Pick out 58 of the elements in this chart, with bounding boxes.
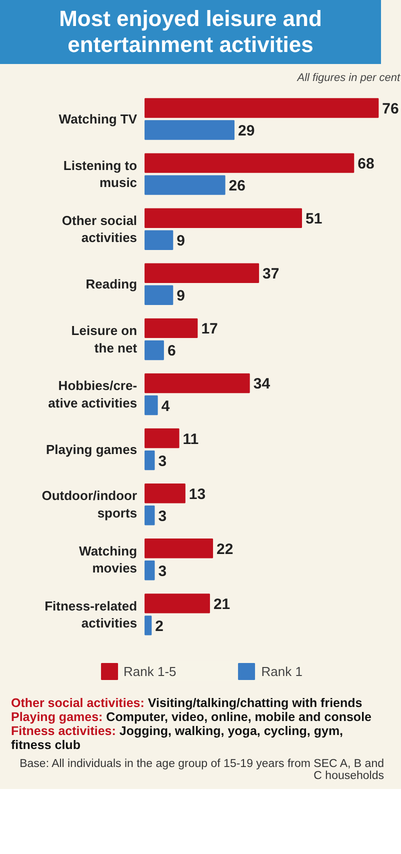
bar (144, 263, 260, 284)
bar (144, 153, 354, 174)
bar (144, 506, 155, 526)
bar (144, 208, 302, 228)
data-label: 22 (216, 541, 234, 558)
data-label: 6 (167, 342, 176, 360)
chart-title: Most enjoyed leisure and entertainment activities (0, 0, 381, 64)
data-label: 76 (382, 100, 399, 118)
y-tick-label: Reading (86, 276, 138, 292)
y-tick-label: Fitness-related activities (44, 598, 138, 631)
data-label: 37 (262, 266, 280, 283)
bar (144, 396, 158, 416)
bar (144, 484, 186, 504)
text: Fitness activities: Jogging, walking, yoga, cycling, gym, fitness club (11, 724, 344, 752)
y-tick-label: Playing games (46, 442, 138, 457)
legend-label: Rank 1 (261, 664, 302, 679)
data-label: 3 (158, 452, 167, 470)
bar (144, 98, 379, 118)
text: Base: All individuals in the age group of 15-19 years from SEC A, B and C households (18, 758, 384, 782)
bar (144, 428, 180, 448)
data-label: 9 (176, 232, 185, 250)
bar (144, 230, 174, 250)
bar (144, 120, 235, 140)
chart-subtitle: All figures in per cent (296, 72, 400, 84)
legend-label: Rank 1-5 (124, 664, 176, 679)
y-tick-label: Other social activities (62, 213, 138, 246)
text: Other social activities: Visiting/talking/chatting with friends (11, 696, 364, 710)
data-label: 26 (228, 178, 246, 195)
data-label: 11 (182, 430, 199, 448)
y-tick-label: Watching TV (58, 112, 138, 127)
bar (144, 175, 226, 196)
text: Playing games: Computer, video, online, mobile and console (11, 710, 372, 724)
data-label: 13 (188, 486, 206, 503)
bar (144, 594, 210, 614)
y-tick-label: Leisure on the net (71, 323, 138, 356)
bar (144, 616, 152, 636)
data-label: 9 (176, 288, 185, 305)
data-label: 3 (158, 508, 167, 525)
data-label: 51 (305, 210, 322, 228)
data-label: 3 (158, 563, 167, 580)
data-label: 68 (358, 156, 374, 173)
data-label: 2 (155, 618, 164, 636)
data-label: 21 (213, 596, 230, 614)
data-label: 29 (238, 122, 255, 140)
bar (144, 450, 155, 470)
bar (144, 374, 250, 394)
bar (144, 560, 155, 580)
data-label: 34 (253, 376, 271, 393)
y-tick-label: Hobbies/cre- ative activities (48, 378, 138, 411)
bar (144, 285, 174, 306)
y-tick-label: Listening to music (63, 158, 138, 190)
bar (144, 538, 214, 558)
data-label: 4 (161, 398, 170, 415)
bar (144, 318, 198, 338)
bar (144, 340, 164, 360)
y-tick-label: Outdoor/indoor sports (42, 488, 138, 521)
data-label: 17 (201, 320, 218, 338)
y-tick-label: Watching movies (79, 543, 138, 576)
